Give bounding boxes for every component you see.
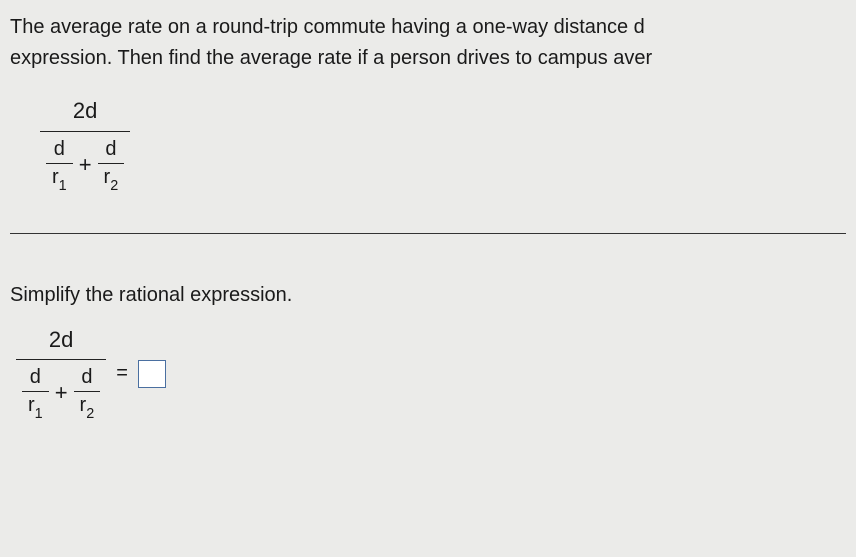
term-2-subscript: 2: [110, 178, 118, 194]
lhs-term-1-den: r1: [22, 392, 49, 422]
main-fraction: 2d d r1 + d r2: [40, 96, 130, 195]
lhs-term-2-fraction: d r2: [74, 364, 101, 422]
main-numerator: 2d: [67, 96, 103, 131]
term-1-fraction: d r1: [46, 136, 73, 194]
term-1-den: r1: [46, 164, 73, 194]
instruction-text: Simplify the rational expression.: [10, 284, 846, 307]
denominator-sum: d r1 + d r2: [46, 136, 124, 194]
answer-input[interactable]: [138, 360, 166, 388]
given-expression: 2d d r1 + d r2: [40, 96, 846, 195]
lhs-term-1-num: d: [24, 364, 47, 391]
lhs-term-1-subscript: 1: [35, 406, 43, 422]
lhs-term-2-num: d: [75, 364, 98, 391]
problem-statement: The average rate on a round-trip commute…: [10, 12, 846, 74]
problem-line-1: The average rate on a round-trip commute…: [10, 16, 645, 38]
lhs-denominator-sum: d r1 + d r2: [22, 364, 100, 422]
simplify-section: Simplify the rational expression. 2d d r…: [10, 284, 846, 424]
lhs-term-1-var: r: [28, 394, 35, 416]
term-1-var: r: [52, 166, 59, 188]
lhs-term-1-fraction: d r1: [22, 364, 49, 422]
term-1-subscript: 1: [59, 178, 67, 194]
lhs-term-2-den: r2: [74, 392, 101, 422]
equation-line: 2d d r1 + d r2: [16, 325, 846, 424]
plus-sign: +: [77, 151, 94, 179]
lhs-plus-sign: +: [53, 379, 70, 407]
term-2-num: d: [99, 136, 122, 163]
lhs-fraction: 2d d r1 + d r2: [16, 325, 106, 424]
main-denominator: d r1 + d r2: [40, 132, 130, 195]
term-2-den: r2: [98, 164, 125, 194]
page: The average rate on a round-trip commute…: [0, 0, 856, 435]
lhs-term-2-subscript: 2: [86, 406, 94, 422]
term-1-num: d: [48, 136, 71, 163]
lhs-denominator: d r1 + d r2: [16, 360, 106, 423]
lhs-numerator: 2d: [43, 325, 79, 360]
term-2-fraction: d r2: [98, 136, 125, 194]
divider: [10, 233, 846, 234]
equals-sign: =: [116, 362, 128, 385]
problem-line-2: expression. Then find the average rate i…: [10, 47, 652, 69]
